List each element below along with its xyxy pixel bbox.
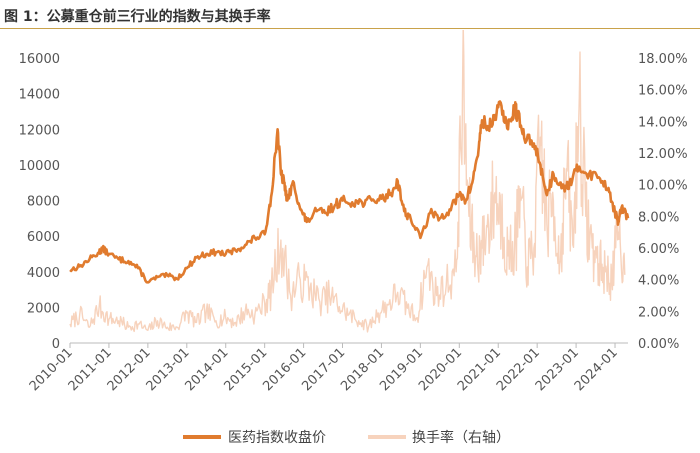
right-tick-label: 4.00%: [638, 274, 679, 289]
left-axis-ticks: 0 2000 4000 6000 8000 10000 12000 14000 16000: [19, 52, 60, 352]
right-tick-label: 14.00%: [638, 115, 688, 130]
title-divider: [0, 28, 700, 29]
left-tick-label: 2000: [27, 301, 60, 316]
turnover-series: [69, 30, 626, 333]
right-tick-label: 2.00%: [638, 305, 679, 320]
index-line: [69, 100, 630, 284]
left-tick-label: 14000: [19, 88, 60, 103]
legend-label-turnover: 换手率（右轴）: [412, 429, 510, 446]
left-tick-label: 6000: [27, 230, 60, 245]
right-tick-label: 18.00%: [638, 52, 688, 67]
right-tick-label: 16.00%: [638, 84, 688, 99]
legend: 医药指数收盘价 换手率（右轴）: [183, 429, 510, 446]
right-tick-label: 6.00%: [638, 242, 679, 257]
left-tick-label: 16000: [19, 52, 60, 67]
right-axis-ticks: 0.00% 2.00% 4.00% 6.00% 8.00% 10.00% 12.00% 14.…: [638, 52, 688, 352]
figure-header: 图 1：公募重仓前三行业的指数与其换手率: [0, 0, 700, 30]
left-tick-label: 4000: [27, 266, 60, 281]
x-tick-label: 2024-01: [572, 345, 621, 394]
left-tick-label: 8000: [27, 195, 60, 210]
right-tick-label: 0.00%: [638, 337, 679, 352]
figure-title: 图 1：公募重仓前三行业的指数与其换手率: [4, 9, 271, 25]
legend-label-index: 医药指数收盘价: [228, 429, 326, 446]
left-tick-label: 0: [52, 337, 60, 352]
index-series: [69, 100, 630, 284]
dual-axis-line-chart: 0 2000 4000 6000 8000 10000 12000 14000 16000 0.…: [19, 30, 688, 446]
right-tick-label: 10.00%: [638, 179, 688, 194]
x-axis-ticks: 2010-012011-012012-012013-012014-012015-…: [27, 343, 621, 394]
right-tick-label: 8.00%: [638, 210, 679, 225]
left-tick-label: 10000: [19, 159, 60, 174]
left-tick-label: 12000: [19, 123, 60, 138]
turnover-line: [69, 30, 626, 333]
right-tick-label: 12.00%: [638, 147, 688, 162]
